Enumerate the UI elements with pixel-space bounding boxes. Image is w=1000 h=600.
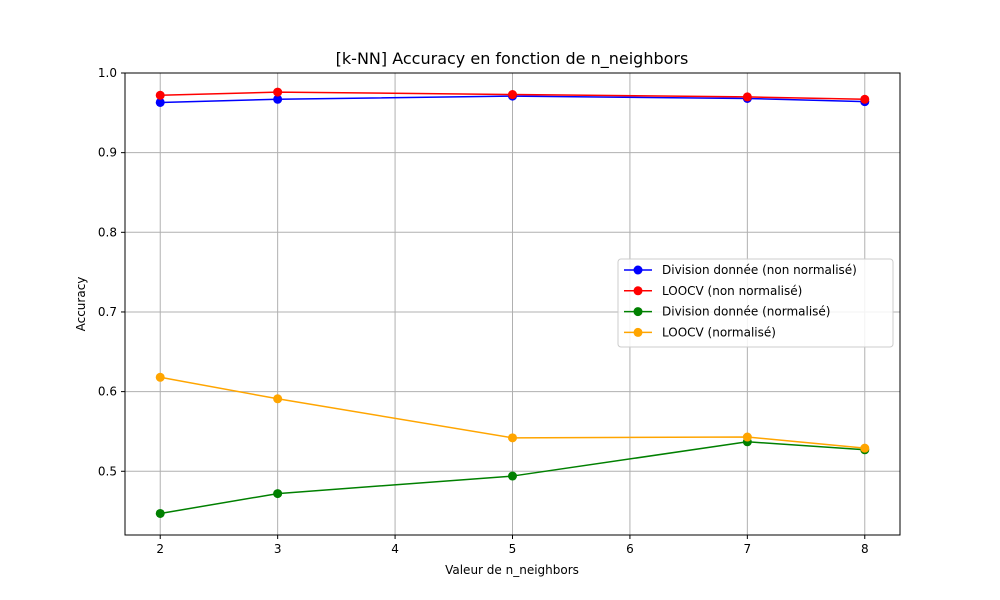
series-points — [155, 87, 870, 518]
x-tick-label: 7 — [744, 542, 752, 556]
series-2-point — [508, 471, 517, 481]
legend: Division donnée (non normalisé) LOOCV (no… — [617, 258, 894, 348]
y-tick-label: 1.0 — [98, 66, 117, 80]
series-1-point — [155, 90, 165, 100]
y-tick-label: 0.8 — [98, 225, 117, 239]
legend-label: Division donnée (non normalisé) — [662, 263, 857, 277]
series-3-point — [508, 433, 517, 443]
y-tick-label: 0.5 — [98, 464, 117, 478]
legend-label: LOOCV (non normalisé) — [662, 284, 802, 298]
x-tick-label: 8 — [861, 542, 869, 556]
x-tick-label: 6 — [626, 542, 634, 556]
y-tick-label: 0.9 — [98, 146, 117, 160]
legend-marker — [633, 286, 643, 296]
x-tick-label: 2 — [156, 542, 164, 556]
series-1-point — [508, 90, 517, 100]
legend-marker — [633, 265, 643, 275]
legend-label: LOOCV (normalisé) — [662, 325, 776, 339]
series-3-point — [860, 443, 870, 453]
x-tick-label: 5 — [509, 542, 517, 556]
series-2-point — [273, 489, 283, 499]
legend-marker — [633, 307, 643, 317]
series-1-point — [860, 94, 870, 104]
series-3-point — [742, 432, 752, 442]
legend-marker — [633, 327, 643, 337]
axis-tick-labels: 2 3 4 5 6 7 8 0.5 0.6 0.7 0.8 0.9 1.0 — [98, 66, 869, 556]
x-tick-label: 3 — [274, 542, 282, 556]
series-1-point — [273, 87, 283, 97]
y-axis-label: Accuracy — [74, 277, 88, 332]
series-2-point — [155, 508, 165, 518]
series-1-point — [742, 92, 752, 102]
x-tick-label: 4 — [391, 542, 399, 556]
series-0-point — [155, 97, 165, 107]
series-3-point — [273, 394, 283, 404]
series-3-point — [155, 372, 165, 382]
series-0-point — [273, 94, 283, 104]
legend-box — [617, 258, 894, 348]
x-axis-label: Valeur de n_neighbors — [445, 563, 579, 577]
y-tick-label: 0.6 — [98, 385, 117, 399]
legend-label: Division donnée (normalisé) — [662, 305, 831, 319]
y-tick-label: 0.7 — [98, 305, 117, 319]
chart-title: [k-NN] Accuracy en fonction de n_neighbo… — [336, 49, 689, 69]
axis-ticks — [121, 72, 866, 539]
